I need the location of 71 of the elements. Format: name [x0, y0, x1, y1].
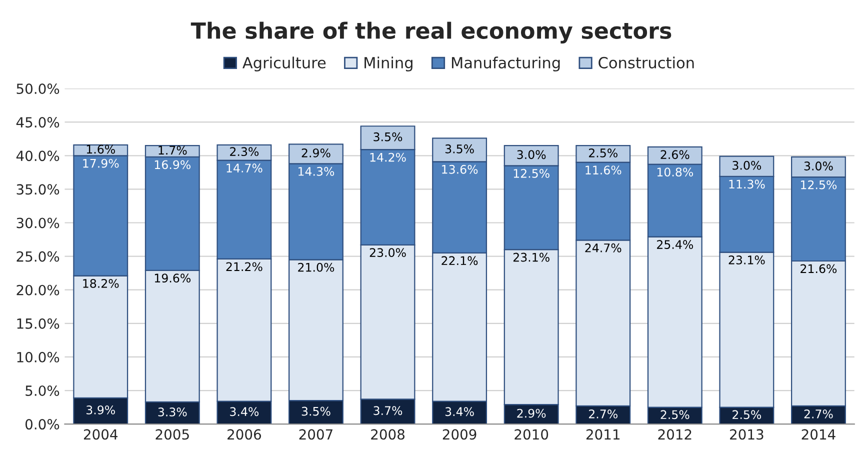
y-tick-label: 45.0% — [16, 117, 60, 128]
data-label: 23.0% — [370, 248, 406, 258]
y-tick-label: 30.0% — [16, 218, 60, 228]
data-label: 3.5% — [374, 132, 402, 142]
data-label: 3.3% — [158, 407, 187, 416]
x-tick-label: 2007 — [299, 429, 332, 440]
data-label: 14.2% — [370, 152, 406, 162]
data-label: 21.2% — [226, 262, 262, 272]
x-tick-label: 2013 — [730, 429, 764, 440]
data-label: 3.9% — [86, 405, 115, 414]
data-label: 18.2% — [83, 278, 119, 288]
y-tick-label: 15.0% — [17, 318, 60, 329]
data-label: 23.1% — [728, 255, 765, 264]
data-label: 2.7% — [588, 409, 618, 418]
data-label: 2.5% — [660, 410, 690, 420]
data-label: 21.0% — [298, 262, 334, 272]
data-label: 22.1% — [442, 256, 478, 266]
x-tick-label: 2008 — [371, 429, 404, 440]
data-label: 3.5% — [445, 144, 474, 154]
y-tick-label: 10.0% — [17, 352, 60, 362]
x-tick-label: 2006 — [228, 429, 261, 440]
x-tick-label: 2012 — [658, 429, 692, 440]
data-label: 19.6% — [154, 274, 191, 283]
y-tick-label: 20.0% — [16, 284, 60, 296]
data-label: 2.9% — [302, 148, 330, 158]
y-tick-label: 40.0% — [16, 150, 60, 162]
y-tick-label: 5.0% — [26, 385, 60, 396]
data-label: 10.8% — [657, 168, 694, 177]
x-tick-label: 2010 — [514, 429, 548, 440]
data-label: 1.6% — [86, 144, 115, 154]
data-label: 1.7% — [158, 146, 187, 155]
data-label: 14.3% — [298, 166, 334, 176]
data-label: 13.6% — [442, 164, 478, 174]
data-label: 12.5% — [514, 168, 550, 178]
chart-title: The share of the real economy sectors — [190, 22, 672, 44]
legend-label: Construction — [598, 56, 694, 68]
data-label: 17.9% — [83, 158, 119, 168]
x-tick-label: 2009 — [442, 429, 476, 440]
data-label: 2.3% — [230, 147, 259, 156]
data-label: 23.1% — [513, 252, 550, 262]
legend-label: Manufacturing — [452, 56, 560, 72]
data-label: 3.4% — [230, 407, 259, 416]
y-tick-label: 25.0% — [16, 251, 60, 262]
data-label: 3.0% — [804, 162, 833, 170]
legend-label: Agriculture — [242, 56, 326, 72]
x-tick-label: 2005 — [156, 429, 189, 440]
data-label: 16.9% — [154, 160, 191, 170]
data-label: 3.5% — [302, 406, 330, 416]
data-label: 11.6% — [586, 166, 622, 175]
x-tick-label: 2014 — [802, 429, 836, 440]
data-label: 2.6% — [660, 150, 690, 160]
data-label: 3.4% — [445, 407, 474, 416]
data-label: 3.0% — [732, 160, 762, 170]
data-label: 24.7% — [585, 243, 622, 252]
data-label: 2.5% — [732, 410, 762, 420]
data-label: 21.6% — [800, 264, 837, 274]
data-label: 12.5% — [801, 180, 837, 190]
x-tick-label: 2004 — [84, 429, 118, 440]
data-label: 2.9% — [517, 408, 546, 418]
data-label: 25.4% — [657, 240, 694, 249]
data-label: 2.7% — [804, 409, 833, 418]
legend-label: Mining — [364, 56, 412, 72]
data-label: 11.3% — [729, 180, 765, 189]
y-tick-label: 50.0% — [16, 84, 60, 94]
data-label: 3.7% — [374, 406, 402, 416]
data-label: 2.5% — [588, 148, 618, 158]
x-tick-label: 2011 — [586, 429, 620, 440]
data-label: 3.0% — [517, 150, 546, 160]
y-tick-label: 0.0% — [25, 419, 60, 430]
data-label: 14.7% — [226, 164, 262, 172]
y-tick-label: 35.0% — [16, 184, 60, 195]
